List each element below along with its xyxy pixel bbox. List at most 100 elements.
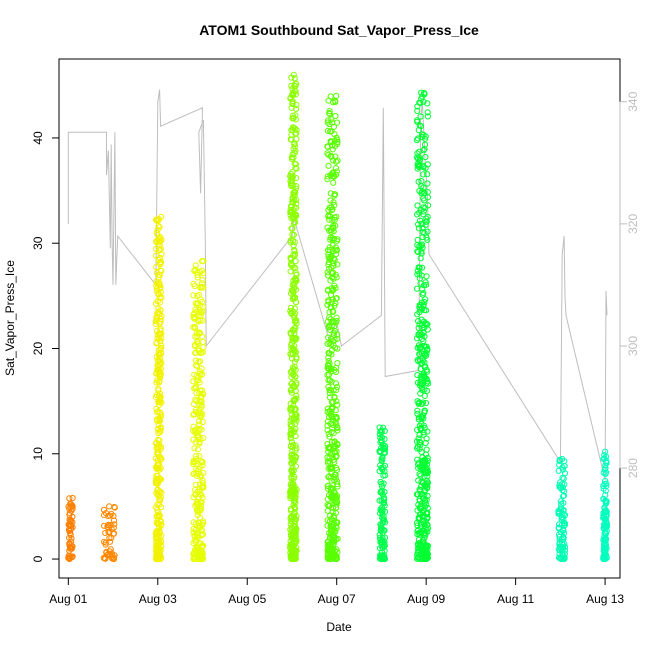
data-point [155, 223, 162, 230]
data-point [292, 373, 299, 380]
data-point [290, 289, 297, 296]
data-point [199, 308, 206, 315]
data-point [556, 461, 563, 468]
data-point [156, 320, 163, 327]
data-point [328, 116, 335, 123]
data-point [291, 214, 298, 221]
data-point [420, 495, 427, 502]
data-point [289, 447, 296, 455]
y-tick-label: 10 [31, 447, 45, 461]
data-point [333, 518, 340, 526]
data-point [558, 513, 565, 521]
data-point [327, 445, 334, 452]
data-point [326, 110, 333, 118]
data-point [377, 521, 384, 528]
data-point [328, 153, 335, 160]
point-cluster [555, 455, 569, 563]
data-points [65, 71, 611, 563]
data-point [157, 372, 164, 379]
data-point [382, 446, 389, 453]
data-point [423, 435, 430, 442]
data-point [380, 424, 387, 431]
data-point [290, 480, 297, 487]
data-point [557, 555, 564, 562]
data-point [424, 378, 431, 385]
data-point [423, 343, 430, 350]
data-point [420, 98, 427, 105]
data-point [194, 271, 201, 278]
data-point [418, 530, 425, 537]
data-point [152, 252, 160, 259]
data-point [380, 499, 387, 506]
data-point [156, 330, 163, 337]
data-point [380, 480, 387, 487]
data-point [416, 496, 423, 503]
data-point [200, 258, 207, 265]
data-point [154, 465, 161, 472]
data-point [153, 504, 160, 511]
data-point [192, 357, 200, 364]
data-point [329, 308, 336, 315]
data-point [416, 344, 423, 352]
data-point [152, 300, 160, 307]
data-point [194, 499, 201, 506]
data-point [334, 481, 341, 488]
data-point [423, 215, 430, 222]
data-point [190, 411, 197, 418]
data-point [378, 543, 385, 551]
data-point [421, 141, 429, 148]
data-point [326, 545, 333, 553]
x-tick-label: Aug 11 [497, 592, 534, 606]
data-point [325, 538, 332, 545]
data-point [156, 239, 163, 246]
data-point [559, 484, 567, 491]
data-point [415, 358, 422, 365]
y2-tick-label: 340 [626, 91, 640, 111]
data-point [417, 529, 424, 536]
data-point [324, 318, 331, 325]
data-point [291, 239, 298, 246]
data-point [324, 458, 332, 465]
data-point [152, 455, 159, 462]
data-point [421, 197, 428, 204]
data-point [191, 549, 198, 556]
data-point [416, 471, 423, 478]
data-point [198, 499, 205, 506]
data-point [325, 483, 332, 490]
data-point [293, 200, 300, 207]
data-point [291, 82, 298, 89]
data-point [415, 477, 422, 484]
data-point [557, 544, 564, 551]
data-point [418, 502, 425, 509]
data-point [328, 523, 335, 530]
data-point [332, 165, 340, 172]
data-point [288, 215, 295, 222]
y2-tick-label: 280 [626, 458, 640, 478]
data-point [331, 216, 338, 223]
data-point [334, 427, 341, 434]
data-point [287, 209, 295, 216]
data-point [424, 546, 431, 553]
data-point [197, 394, 204, 401]
data-point [325, 371, 333, 378]
data-point [324, 143, 331, 150]
data-point [324, 247, 332, 254]
data-point [324, 176, 331, 183]
data-point [192, 262, 199, 269]
data-point [332, 414, 339, 421]
data-point [288, 225, 295, 232]
data-point [560, 493, 567, 500]
data-point [328, 138, 335, 146]
data-point [421, 146, 428, 153]
data-point [292, 164, 299, 172]
data-point [156, 416, 163, 423]
data-point [420, 171, 427, 178]
data-point [289, 355, 296, 362]
data-point [560, 555, 567, 562]
data-point [419, 414, 426, 421]
data-point [200, 435, 207, 442]
data-point [153, 245, 160, 253]
data-point [324, 119, 331, 126]
data-point [328, 335, 335, 343]
